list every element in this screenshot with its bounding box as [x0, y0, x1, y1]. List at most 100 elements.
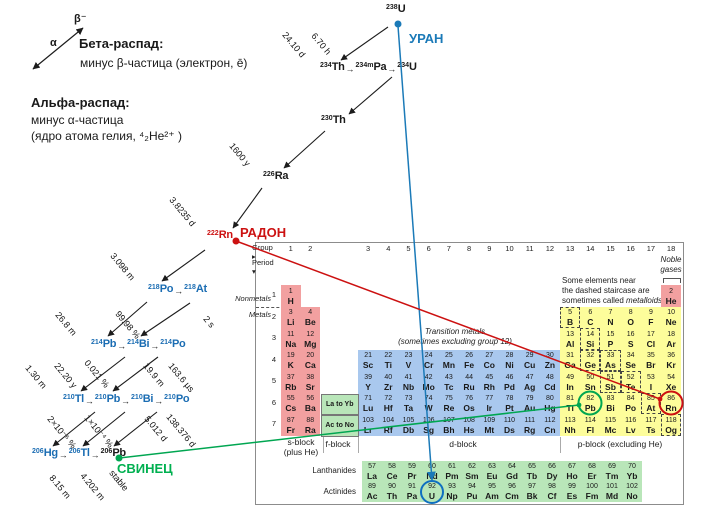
atomic-number: 60: [428, 462, 436, 470]
beta-arrow-icon: →: [154, 396, 164, 406]
beta-arrow-icon: →: [174, 286, 184, 296]
element-cell-Co: 27 Co: [479, 349, 500, 371]
group-number-4: 4: [386, 244, 391, 253]
nuclide-230Th: 230Th: [321, 114, 346, 126]
mass-number: 210: [63, 394, 75, 401]
p-block-label: p-block (excluding He): [577, 439, 663, 449]
atomic-number: 44: [465, 373, 473, 381]
halflife-label: 6.70 h: [309, 31, 334, 57]
atomic-number: 45: [485, 373, 494, 381]
atomic-number: 112: [544, 416, 556, 424]
decay-row-238: 238U: [386, 3, 406, 15]
atomic-number: 104: [382, 416, 395, 424]
element-symbol: Ti: [384, 360, 392, 370]
atomic-number: 64: [508, 462, 516, 470]
element-symbol: Ac: [366, 491, 378, 501]
nuclide-222Rn: 222Rn: [207, 229, 233, 241]
element-cell-Eu: 63 Eu: [482, 461, 502, 482]
element-cell-Rn: 86 Rn: [661, 392, 682, 414]
nuclide-206Hg: 206Hg: [32, 447, 58, 459]
element-symbol: N: [607, 317, 614, 327]
element-symbol: Al: [565, 338, 575, 349]
element-cell-Re: 75 Re: [438, 392, 459, 414]
element-symbol: Ba: [304, 403, 316, 413]
element-symbol: Am: [485, 491, 499, 501]
atomic-number: 48: [545, 373, 554, 381]
element-symbol: Cm: [505, 491, 519, 501]
element-symbol: Sc: [362, 360, 374, 370]
element-symbol: W: [424, 403, 433, 413]
element-symbol: Os: [463, 403, 475, 413]
atomic-number: 92: [428, 483, 436, 490]
atomic-number: 101: [606, 483, 618, 490]
element-symbol: Ag: [524, 381, 536, 392]
atomic-number: 85: [646, 395, 655, 402]
element-symbol: In: [566, 381, 574, 392]
halflife-label: 22.20 y: [52, 361, 79, 391]
atomic-number: 55: [286, 395, 295, 402]
placeholder-ac-no: Ac to No: [320, 415, 359, 437]
element-cell-Mg: 12 Mg: [300, 328, 320, 350]
element-symbol: At: [195, 283, 207, 295]
element-symbol: Y: [365, 381, 371, 392]
element-cell-Mt: 109 Mt: [479, 414, 500, 436]
nuclide-226Ra: 226Ra: [263, 170, 288, 182]
atomic-number: 32: [586, 352, 595, 359]
atomic-number: 72: [384, 395, 393, 402]
atomic-number: 105: [402, 416, 415, 424]
atomic-number: 43: [444, 373, 453, 381]
lead-label: СВИНЕЦ: [117, 461, 173, 476]
element-cell-Am: 95 Am: [482, 481, 502, 502]
element-symbol: Db: [402, 424, 415, 435]
mass-number: 234: [397, 62, 409, 69]
atomic-number: 29: [525, 352, 534, 359]
element-symbol: Hs: [463, 424, 475, 435]
element-cell-Ac: 89 Ac: [362, 481, 382, 502]
group-number-1: 1: [288, 244, 293, 253]
element-cell-Ru: 44 Ru: [459, 371, 480, 393]
element-cell-Ca: 20 Ca: [300, 349, 320, 371]
atomic-number: 33: [606, 352, 615, 359]
group-number-7: 7: [446, 244, 451, 253]
period-number-7: 7: [271, 419, 277, 428]
element-symbol: Lu: [362, 403, 374, 413]
element-cell-K: 19 K: [281, 349, 301, 371]
beta-decay-title: Бета-распад:: [79, 36, 164, 51]
element-symbol: Po: [175, 393, 190, 405]
atomic-number: 49: [566, 373, 574, 381]
element-cell-Zr: 40 Zr: [378, 371, 399, 393]
atomic-number: 66: [548, 462, 556, 470]
nuclide-218At: 218At: [184, 283, 207, 295]
element-cell-Si: 14 Si: [580, 328, 601, 350]
atomic-number: 113: [564, 416, 576, 424]
atomic-number: 108: [463, 416, 475, 424]
atomic-number: 27: [485, 352, 494, 359]
atomic-number: 107: [443, 416, 455, 424]
element-cell-Nd: 60 Nd: [422, 461, 442, 482]
element-cell-Rf: 104 Rf: [378, 414, 399, 436]
element-symbol: P: [607, 338, 614, 349]
element-symbol: Po: [171, 338, 186, 350]
halflife-label: 3.098 m: [108, 251, 137, 283]
element-symbol: Ra: [274, 170, 289, 182]
atomic-number: 41: [404, 373, 413, 381]
element-symbol: Zn: [544, 360, 556, 370]
element-symbol: Hg: [43, 447, 58, 459]
element-symbol: Tl: [566, 403, 574, 413]
element-cell-Ce: 58 Ce: [382, 461, 402, 482]
element-cell-Br: 35 Br: [640, 349, 661, 371]
period-number-3: 3: [271, 333, 277, 342]
element-cell-Nb: 41 Nb: [398, 371, 419, 393]
atomic-number: 52: [626, 373, 635, 381]
element-cell-La: 57 La: [362, 461, 382, 482]
atomic-number: 50: [586, 373, 595, 381]
atomic-number: 114: [584, 416, 596, 424]
element-symbol: Rn: [218, 229, 233, 241]
element-cell-Fe: 26 Fe: [459, 349, 480, 371]
element-cell-Mo: 42 Mo: [418, 371, 439, 393]
element-cell-Bk: 97 Bk: [522, 481, 542, 502]
element-symbol: Ho: [566, 470, 578, 481]
element-cell-Db: 105 Db: [398, 414, 419, 436]
